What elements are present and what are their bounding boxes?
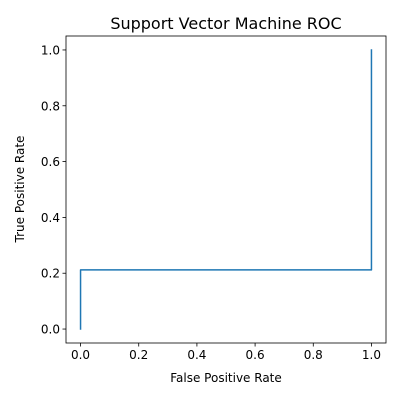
x-tick-label: 0.4: [187, 348, 206, 362]
x-tick-label: 0.2: [129, 348, 148, 362]
x-tick-label: 1.0: [362, 348, 381, 362]
y-tick-label: 0.6: [41, 155, 60, 169]
x-axis-label: False Positive Rate: [170, 371, 282, 385]
roc-curve-line-0: [79, 49, 373, 330]
chart-title: Support Vector Machine ROC: [110, 14, 341, 33]
y-tick-label: 0.4: [41, 211, 60, 225]
y-axis-label: True Positive Rate: [13, 136, 27, 244]
plot-layer: 0.0 0.2 0.4 0.6 0.8 1.0 0.0 0.2 0.4 0.6 0.8 1.0: [41, 35, 387, 362]
x-tick-label: 0.0: [71, 348, 90, 362]
axes-frame: [65, 35, 387, 344]
y-tick-label: 1.0: [41, 43, 60, 57]
y-tick-label: 0.2: [41, 267, 60, 281]
y-tick-label: 0.8: [41, 99, 60, 113]
x-tick-label: 0.8: [304, 348, 323, 362]
x-tick-label: 0.6: [246, 348, 265, 362]
y-tick-label: 0.0: [41, 323, 60, 337]
